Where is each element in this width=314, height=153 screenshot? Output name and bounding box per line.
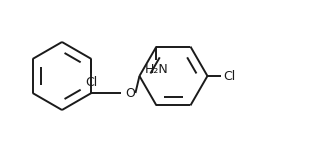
Text: Cl: Cl — [85, 76, 98, 89]
Text: Cl: Cl — [224, 69, 236, 82]
Text: H₂N: H₂N — [144, 63, 168, 76]
Text: O: O — [126, 86, 135, 99]
